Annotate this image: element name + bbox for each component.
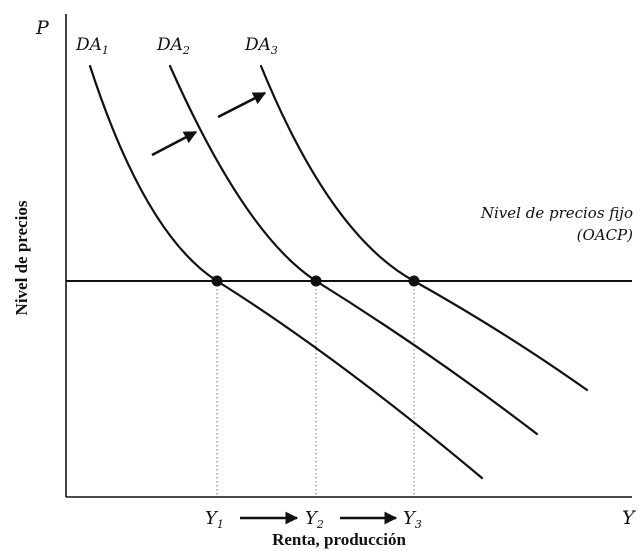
tick-label-y2-sub: 2 [316, 518, 324, 531]
equilibrium-point-3 [408, 275, 420, 287]
shift-arrow-2 [217, 91, 267, 119]
y-axis-title: Nivel de precios [12, 200, 31, 315]
curve-label-da2: DA2 [156, 35, 190, 57]
equilibrium-point-2 [310, 275, 322, 287]
tick-label-y3: Y3 [403, 508, 422, 531]
price-line-label-2: (OACP) [577, 226, 634, 244]
shift-arrow-1 [151, 130, 198, 157]
curve-label-da2-base: DA [156, 35, 183, 55]
tick-label-y3-sub: 3 [415, 518, 422, 531]
tick-label-y2: Y2 [305, 508, 324, 531]
equilibrium-point-1 [211, 275, 223, 287]
curve-label-da3-sub: 3 [271, 44, 278, 57]
curve-da2 [168, 64, 539, 436]
curve-label-da1-sub: 1 [102, 44, 109, 57]
tick-label-y1-base: Y [205, 508, 219, 529]
y-axis-symbol: P [35, 17, 50, 39]
tick-label-y1: Y1 [205, 508, 224, 531]
tick-label-y2-base: Y [305, 508, 319, 529]
x-axis-symbol: Y [622, 507, 637, 529]
curve-label-da2-sub: 2 [182, 44, 190, 57]
curve-label-da3: DA3 [244, 35, 278, 57]
price-line-label-1: Nivel de precios fijo [480, 204, 633, 222]
curve-da3 [259, 64, 589, 392]
x-axis-title: Renta, producción [272, 530, 406, 549]
curve-label-da1: DA1 [75, 35, 109, 57]
tick-label-y1-sub: 1 [217, 518, 224, 531]
curve-label-da3-base: DA [244, 35, 271, 55]
tick-label-y3-base: Y [403, 508, 417, 529]
curve-da1 [88, 64, 484, 480]
curve-label-da1-base: DA [75, 35, 102, 55]
